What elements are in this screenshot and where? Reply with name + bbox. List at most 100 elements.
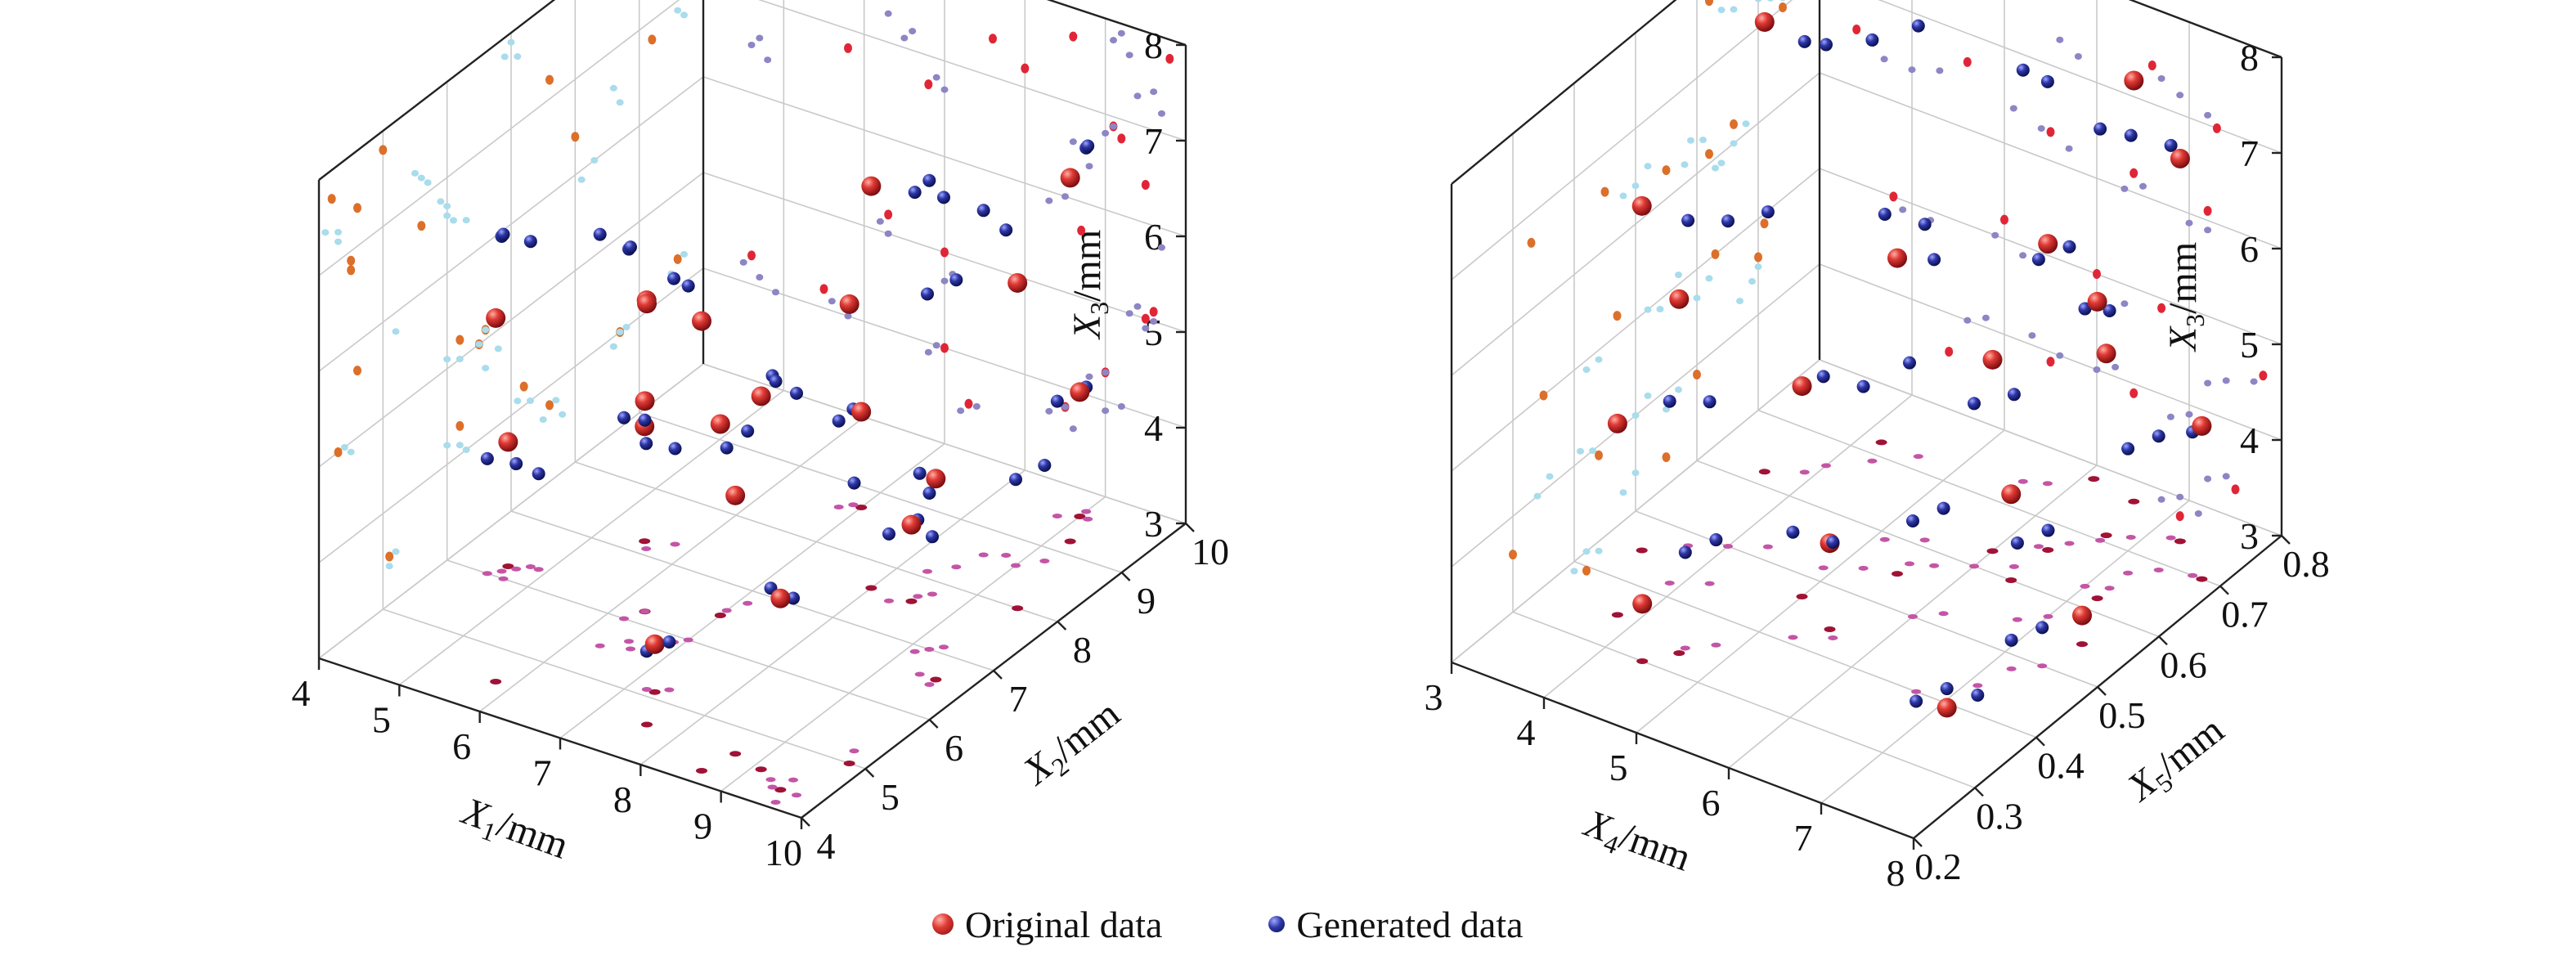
original-point — [2001, 484, 2022, 505]
generated-point — [640, 437, 653, 451]
projection-right-mark — [571, 132, 580, 142]
generated-point — [1797, 34, 1811, 48]
projections — [321, 7, 1174, 805]
generated-point — [2094, 122, 2107, 136]
projection-left-mark — [924, 79, 933, 90]
projection-left-mark — [1150, 88, 1158, 96]
projection-right-mark — [680, 11, 688, 19]
projection-right-mark — [1577, 447, 1584, 455]
projection-floor-mark — [743, 600, 753, 606]
projection-floor-mark — [2037, 663, 2048, 669]
original-point — [2096, 343, 2116, 364]
generated-point — [1878, 208, 1892, 221]
projection-floor-mark — [2091, 595, 2103, 602]
projection-floor-mark — [2123, 570, 2134, 576]
x-tick-label: 10 — [765, 832, 802, 873]
projection-floor-mark — [696, 768, 707, 774]
projection-floor-mark — [496, 568, 507, 574]
projection-floor-mark — [792, 792, 801, 798]
projection-right-mark — [443, 356, 451, 363]
projection-right-mark — [482, 365, 490, 372]
original-point — [2124, 70, 2144, 91]
projection-floor-mark — [1081, 509, 1092, 514]
legend: Original data Generated data — [932, 900, 1524, 949]
projection-floor-mark — [626, 646, 635, 652]
generated-point — [2164, 138, 2178, 152]
projection-right-mark — [1705, 275, 1713, 282]
projection-left-mark — [1149, 307, 1158, 317]
projection-right-mark — [1582, 565, 1591, 576]
projection-floor-mark — [1711, 642, 1721, 648]
projection-floor-mark — [1913, 454, 1923, 460]
projection-left-mark — [1061, 403, 1069, 411]
original-point — [486, 307, 506, 328]
z-tick-label: 5 — [2240, 324, 2259, 366]
projection-right-mark — [1644, 163, 1652, 170]
projection-left-mark — [2120, 185, 2129, 192]
y-axis-label: X2/mm — [1014, 692, 1131, 798]
projection-right-mark — [545, 74, 554, 85]
legend-swatch-generated — [1268, 916, 1286, 932]
projection-floor-mark — [502, 563, 514, 569]
projection-right-mark — [1539, 390, 1548, 401]
projection-floor-mark — [2008, 563, 2019, 569]
legend-item-generated: Generated data — [1268, 903, 1524, 946]
projection-left-mark — [2129, 168, 2138, 178]
z-tick-label: 6 — [2240, 228, 2259, 270]
projection-left-mark — [1141, 313, 1150, 324]
projection-right-mark — [385, 563, 393, 570]
projection-right-mark — [1613, 311, 1622, 321]
generated-point — [480, 451, 494, 465]
projection-floor-mark — [767, 784, 778, 790]
projection-floor-mark — [2088, 476, 2100, 482]
generated-point — [2121, 442, 2135, 456]
original-point — [1936, 698, 1957, 718]
original-point — [1631, 195, 1652, 216]
legend-label-generated: Generated data — [1296, 903, 1524, 945]
projection-floor-mark — [1758, 469, 1770, 475]
projection-floor-mark — [2080, 583, 2090, 589]
projection-left-mark — [1889, 191, 1898, 202]
projection-floor-mark — [951, 564, 962, 570]
generated-point — [976, 204, 990, 218]
x-tick-label: 5 — [1609, 747, 1628, 788]
projection-right-mark — [1712, 164, 1719, 172]
projection-right-mark — [1644, 392, 1652, 399]
y-tick-label: 0.5 — [2098, 694, 2146, 736]
projection-left-mark — [1102, 129, 1110, 137]
projection-right-mark — [1619, 489, 1627, 496]
projection-floor-mark — [648, 689, 661, 695]
axis-frame — [1450, 0, 2291, 850]
projection-right-mark — [1589, 447, 1596, 455]
generated-point — [908, 186, 922, 200]
x-tick-label: 6 — [1702, 782, 1721, 824]
projection-left-mark — [2166, 413, 2174, 420]
generated-point — [681, 279, 695, 293]
projection-right-mark — [1582, 548, 1591, 555]
x-axis-label: X1/mm — [454, 789, 574, 873]
projection-right-mark — [1631, 182, 1640, 190]
y-tick-label: 10 — [1192, 531, 1229, 572]
projection-left-mark — [884, 10, 892, 17]
projection-right-mark — [353, 366, 361, 376]
original-point — [861, 176, 882, 196]
generated-point — [1709, 533, 1723, 547]
projection-left-mark — [2112, 363, 2120, 370]
x-tick-label: 8 — [613, 779, 632, 820]
projection-floor-mark — [721, 608, 732, 613]
projection-right-mark — [327, 194, 336, 204]
projection-left-mark — [1085, 163, 1093, 170]
original-point — [839, 294, 859, 314]
projection-floor-mark — [482, 571, 492, 577]
projection-floor-mark — [1919, 537, 1930, 543]
original-point — [692, 311, 711, 331]
projection-right-mark — [1631, 469, 1640, 477]
projection-right-mark — [353, 203, 361, 213]
projection-left-mark — [1117, 133, 1126, 144]
original-point — [644, 634, 665, 654]
projection-floor-mark — [641, 687, 652, 692]
y-tick-label: 5 — [881, 776, 900, 818]
projection-right-mark — [1760, 218, 1769, 229]
projection-floor-mark — [788, 777, 798, 783]
projection-floor-mark — [511, 566, 522, 572]
